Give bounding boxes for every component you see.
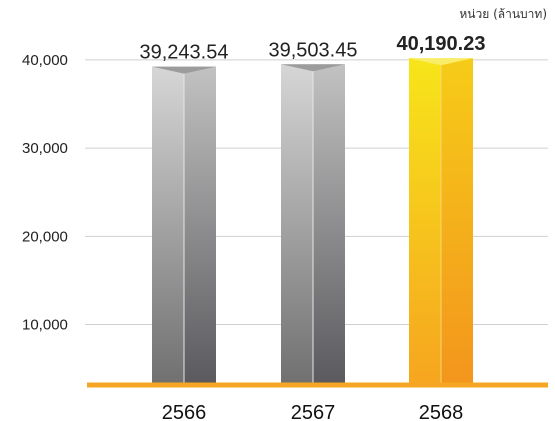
bar-top-bevel (281, 64, 345, 72)
x-tick-label: 2566 (162, 402, 207, 421)
bar-2568 (409, 58, 473, 385)
y-tick-label: 40,000 (22, 52, 68, 69)
bar-face-right (441, 58, 473, 385)
x-tick-label: 2567 (291, 402, 336, 421)
x-tick-label: 2568 (419, 402, 464, 421)
value-label: 39,503.45 (269, 39, 358, 61)
value-label: 39,243.54 (140, 42, 229, 64)
bar-face-left (152, 66, 184, 385)
bar-face-right (184, 66, 216, 385)
y-tick-label: 20,000 (22, 228, 68, 245)
bar-2567 (281, 64, 345, 385)
unit-label: หน่วย (ล้านบาท) (459, 7, 547, 21)
bar-2566 (152, 66, 216, 385)
bar-top-bevel (152, 66, 216, 74)
bar-top-bevel (409, 58, 473, 66)
bar-face-left (281, 64, 313, 385)
y-tick-label: 10,000 (22, 317, 68, 334)
bar-face-left (409, 58, 441, 385)
x-axis-baseline (87, 382, 548, 388)
bar-face-right (313, 64, 345, 385)
y-tick-label: 30,000 (22, 140, 68, 157)
value-label: 40,190.23 (397, 33, 486, 55)
